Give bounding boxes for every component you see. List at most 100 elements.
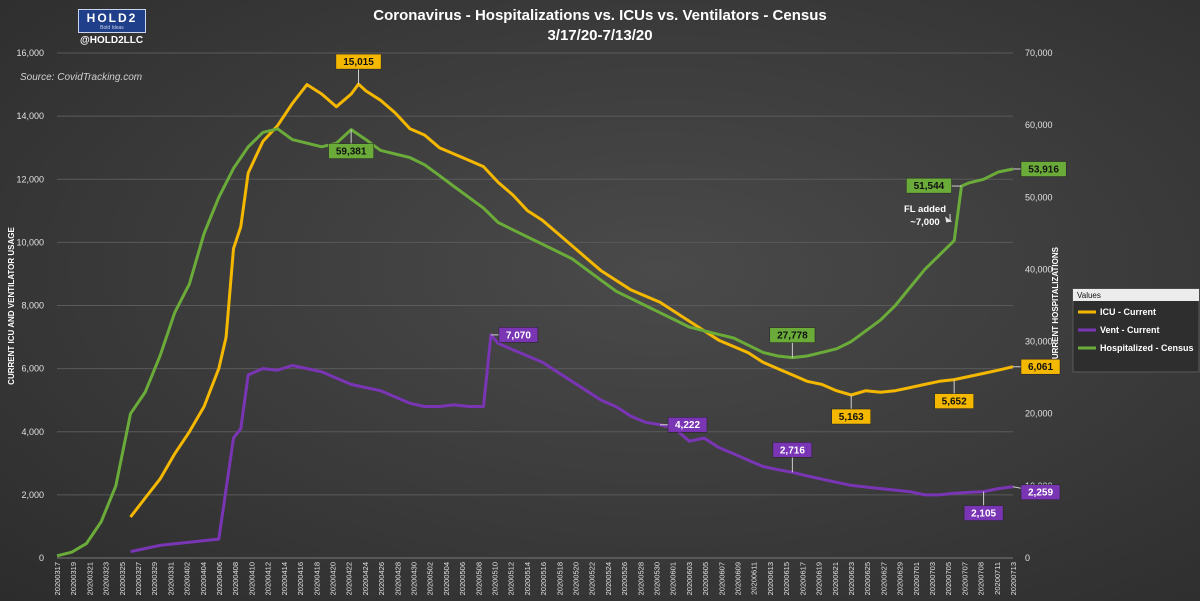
x-tick-label: 20200329 [150,562,159,595]
x-tick-label: 20200426 [377,562,386,595]
x-tick-label: 20200520 [572,562,581,595]
x-tick-label: 20200530 [653,562,662,595]
x-tick-label: 20200408 [231,562,240,595]
x-tick-label: 20200705 [944,562,953,595]
x-tick-label: 20200406 [215,562,224,595]
legend-entry: Vent - Current [1100,325,1160,335]
x-tick-label: 20200430 [409,562,418,595]
data-label: 2,105 [971,509,996,520]
data-label-box [906,177,952,194]
data-label: 59,381 [336,147,367,158]
x-tick-label: 20200422 [345,562,354,595]
x-tick-label: 20200428 [393,562,402,595]
x-tick-label: 20200613 [766,562,775,595]
y-tick-label: 12,000 [16,174,44,184]
x-tick-label: 20200701 [912,562,921,595]
x-tick-label: 20200607 [717,562,726,595]
x-tick-label: 20200410 [247,562,256,595]
x-tick-label: 20200526 [620,562,629,595]
y-tick-label: 4,000 [21,427,44,437]
x-tick-label: 20200621 [831,562,840,595]
data-label-box [1020,161,1067,177]
x-tick-label: 20200323 [102,562,111,595]
data-label: 7,070 [506,330,531,341]
y2-axis-label: CURRENT HOSPITALIZATIONS [1051,246,1060,365]
data-label-box [963,505,1004,521]
x-tick-label: 20200627 [879,562,888,595]
y2-tick-label: 30,000 [1025,337,1053,347]
data-label-box [1020,484,1061,500]
x-tick-label: 20200325 [118,562,127,595]
x-tick-label: 20200414 [280,562,289,595]
logo-tagline: Bold Ideas [100,24,124,31]
x-tick-label: 20200528 [636,562,645,595]
x-tick-label: 20200708 [977,562,986,595]
gridlines [57,52,1013,559]
x-tick-label: 20200502 [426,562,435,595]
data-label: 5,163 [839,412,864,423]
series-line [56,127,1014,558]
data-label-box [667,416,708,433]
x-tick-label: 20200420 [328,562,337,595]
x-tick-label: 20200603 [685,562,694,595]
data-label: 15,015 [343,57,374,68]
legend-title: Values [1077,291,1101,300]
data-label: 5,652 [942,397,967,408]
y2-tick-label: 50,000 [1025,192,1053,202]
x-tick-label: 20200605 [701,562,710,595]
data-label-box [328,143,375,159]
series-line [130,333,1014,554]
y2-tick-label: 20,000 [1025,409,1053,419]
data-label-box [831,408,871,425]
note-text: ~7,000 [910,217,939,228]
x-tick-label: 20200317 [53,562,62,595]
x-tick-label: 20200615 [782,562,791,595]
data-label: 53,916 [1028,165,1059,176]
note-text: FL added [904,204,946,215]
y2-tick-label: 70,000 [1025,48,1053,58]
x-tick-label: 20200516 [539,562,548,595]
x-tick-label: 20200524 [604,562,613,595]
data-label: 51,544 [914,181,945,192]
x-tick-label: 20200331 [166,562,175,595]
y2-tick-label: 60,000 [1025,120,1053,130]
y-tick-label: 16,000 [16,48,44,58]
x-tick-label: 20200424 [361,562,370,595]
x-tick-label: 20200514 [523,562,532,595]
legend-entry: Hospitalized - Census [1100,343,1194,353]
x-tick-label: 20200623 [847,562,856,595]
x-tick-label: 20200518 [555,562,564,595]
x-tick-label: 20200522 [588,562,597,595]
x-tick-label: 20200508 [474,562,483,595]
x-tick-label: 20200611 [750,562,759,595]
x-tick-label: 20200617 [798,562,807,595]
data-label-box [772,442,813,458]
y-axis-label: CURRENT ICU AND VENTILATOR USAGE [7,227,16,385]
x-tick-label: 20200625 [863,562,872,595]
x-tick-label: 20200707 [960,562,969,595]
data-label: 2,259 [1028,488,1053,499]
chart-subtitle: 3/17/20-7/13/20 [547,27,652,44]
data-label-box [335,53,382,70]
x-tick-label: 20200321 [85,562,94,595]
y-axis-ticks: 0 2,000 4,000 6,000 8,000 10,000 12,000 14,000 1… [16,48,44,563]
x-tick-label: 20200601 [669,562,678,595]
x-tick-label: 20200418 [312,562,321,595]
y-tick-label: 10,000 [16,237,44,247]
chart-title: Coronavirus - Hospitalizations vs. ICUs … [373,7,826,24]
data-label: 2,716 [780,445,805,456]
twitter-handle: @HOLD2LLC [80,35,144,46]
legend-entry: ICU - Current [1100,307,1156,317]
x-tick-label: 20200506 [458,562,467,595]
fl-note: FL added ~7,000 [904,204,953,228]
x-tick-label: 20200711 [993,562,1002,595]
data-label-box [498,327,539,343]
note-arrowhead [945,216,953,223]
logo-name: HOLD2 [86,10,138,25]
x-tick-label: 20200404 [199,562,208,595]
y-tick-label: 2,000 [21,490,44,500]
data-label: 4,222 [675,420,700,431]
y-tick-label: 0 [39,553,44,563]
x-tick-label: 20200629 [896,562,905,595]
